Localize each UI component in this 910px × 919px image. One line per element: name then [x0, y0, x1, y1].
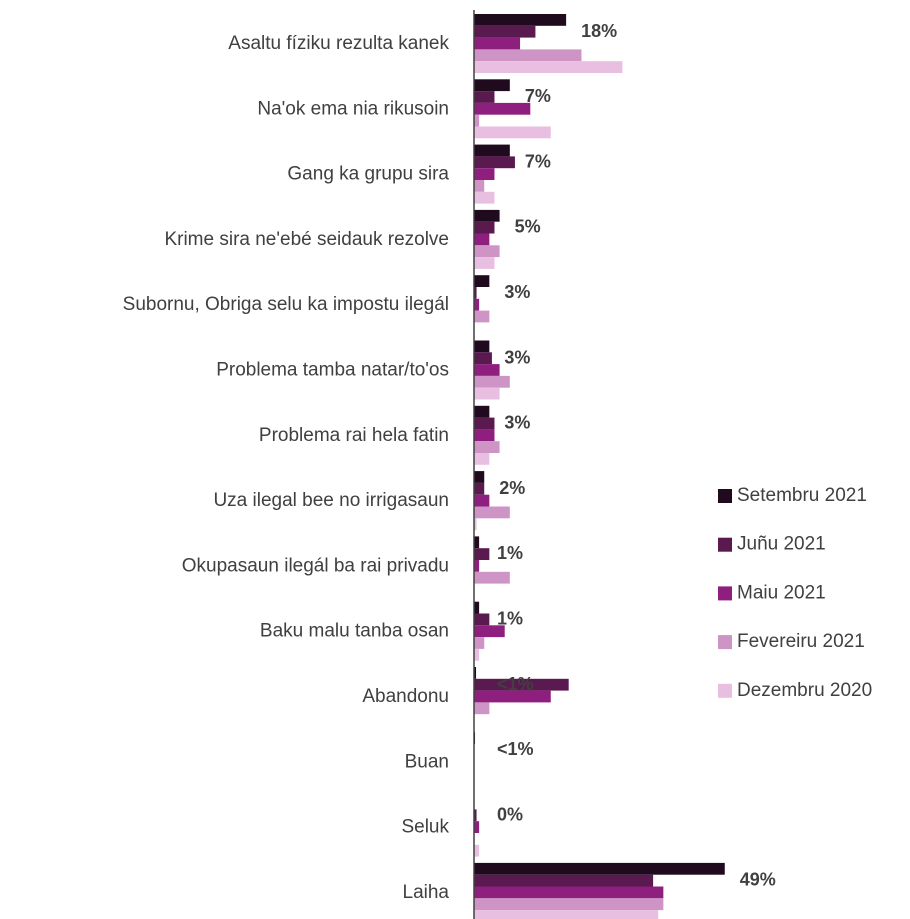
bar [474, 560, 480, 572]
data-label: 7% [525, 151, 551, 171]
bar [474, 287, 477, 299]
legend-swatch [718, 635, 732, 650]
bar [474, 678, 569, 691]
legend-label: Fevereiru 2021 [737, 631, 865, 652]
bar [474, 494, 490, 507]
bar [474, 862, 725, 875]
bar [474, 180, 485, 192]
bar [474, 298, 480, 311]
bar [474, 702, 490, 715]
bar [474, 102, 531, 115]
bar [474, 37, 521, 50]
category-label: Baku malu tanba osan [260, 621, 449, 642]
data-label: 3% [504, 347, 530, 367]
data-label: <1% [497, 739, 534, 759]
bar [474, 518, 477, 531]
bar [474, 156, 515, 169]
bar [474, 601, 480, 614]
category-label: Gang ka grupu sira [287, 164, 449, 185]
legend-swatch [718, 586, 732, 601]
legend-swatch [718, 537, 732, 552]
bar [474, 571, 510, 584]
bar [474, 536, 480, 549]
data-label: 0% [497, 804, 523, 824]
legend-label: Maiu 2021 [737, 582, 826, 603]
bar [474, 886, 664, 899]
category-label: Subornu, Obriga selu ka impostu ilegál [123, 294, 449, 315]
bar [474, 506, 510, 519]
bar [474, 441, 500, 453]
bar [474, 91, 495, 103]
bar [474, 233, 490, 246]
bar [474, 310, 490, 323]
category-label: Buan [405, 751, 449, 772]
bar [474, 648, 480, 661]
data-label: 49% [740, 870, 776, 890]
bar [474, 375, 510, 388]
category-label: Okupasaun ilegál ba rai privadu [182, 555, 449, 576]
bar [474, 874, 654, 887]
category-label: Krime sira ne'ebé seidauk rezolve [164, 229, 449, 250]
bar [474, 209, 500, 222]
bar [474, 144, 510, 157]
category-label: Uza ilegal bee no irrigasaun [213, 490, 449, 511]
bar [474, 898, 664, 911]
bar [474, 471, 485, 483]
bar [474, 405, 490, 418]
data-label: 7% [525, 86, 551, 106]
data-label: 18% [581, 21, 617, 41]
bar [474, 613, 490, 626]
bar [474, 79, 510, 92]
bar [474, 275, 490, 287]
bar [474, 910, 659, 919]
category-label: Seluk [401, 817, 449, 838]
legend-label: Juñu 2021 [737, 534, 826, 555]
bar [474, 364, 500, 376]
category-label: Abandonu [362, 686, 449, 707]
data-label: 1% [497, 608, 523, 628]
bar [474, 245, 500, 258]
bar [474, 168, 495, 180]
bar [474, 126, 551, 139]
bar [474, 387, 500, 400]
data-label: 2% [499, 478, 525, 498]
bar [474, 821, 480, 833]
bar [474, 25, 536, 38]
bar [474, 340, 490, 353]
data-label: 5% [515, 217, 541, 237]
bar [474, 844, 480, 857]
category-label: Laiha [403, 882, 450, 903]
bar [474, 114, 480, 127]
bar [474, 690, 551, 703]
bar [474, 453, 490, 465]
category-label: Problema rai hela fatin [259, 425, 449, 446]
legend-swatch [718, 683, 732, 698]
bar [474, 625, 505, 638]
category-label: Na'ok ema nia rikusoin [257, 98, 449, 119]
bar [474, 49, 582, 62]
bar [474, 637, 485, 649]
bar [474, 809, 477, 822]
bar [474, 14, 567, 26]
data-label: 3% [504, 282, 530, 302]
data-label: 3% [504, 413, 530, 433]
bar [474, 548, 490, 560]
legend-label: Setembru 2021 [737, 485, 867, 506]
category-label: Asaltu fíziku rezulta kanek [228, 33, 449, 54]
bar [474, 667, 477, 679]
bar [474, 352, 492, 365]
legend-swatch [718, 489, 732, 503]
bar [474, 417, 495, 430]
data-label: <1% [497, 674, 534, 694]
bar [474, 61, 623, 73]
bar [474, 482, 485, 495]
bar [474, 429, 495, 442]
bar [474, 221, 495, 234]
legend-label: Dezembru 2020 [737, 680, 872, 701]
bar [474, 191, 495, 204]
bar [474, 257, 495, 269]
category-label: Problema tamba natar/to'os [216, 360, 449, 381]
data-label: 1% [497, 543, 523, 563]
